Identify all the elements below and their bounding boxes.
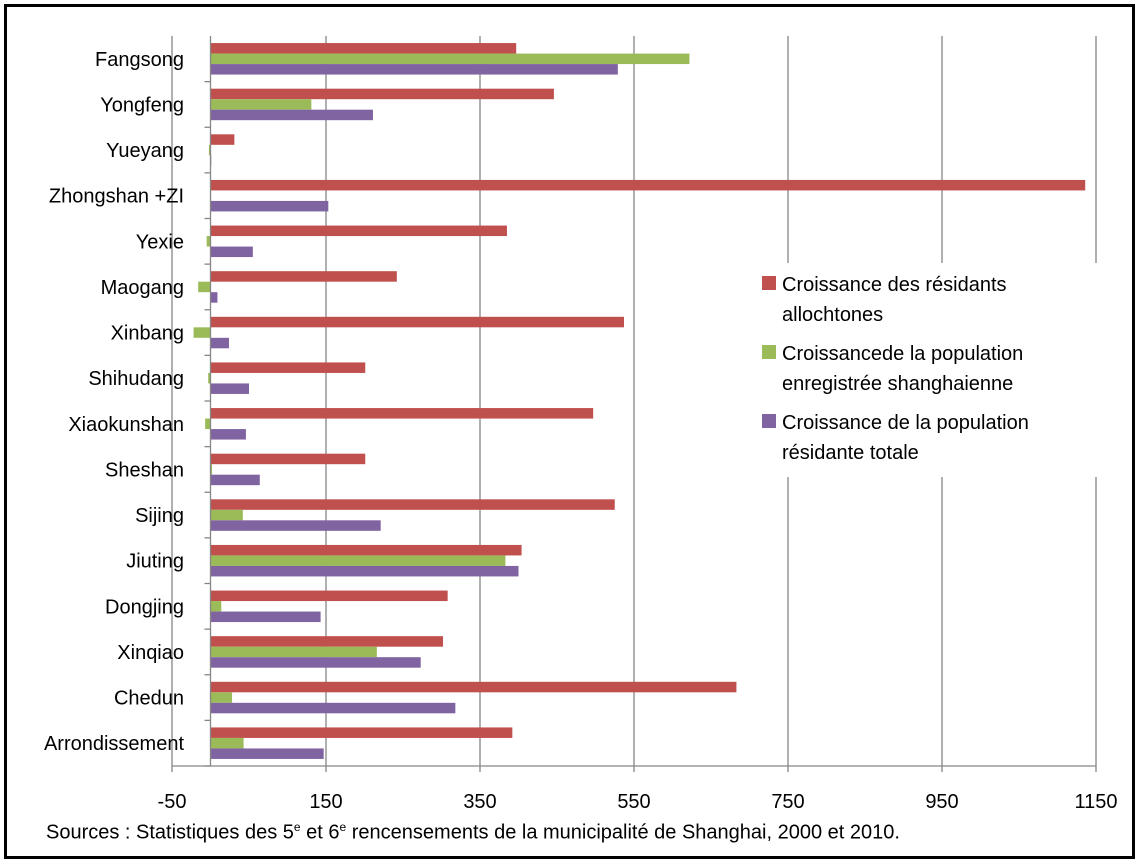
bar	[210, 408, 594, 419]
x-tick-label: 1150	[1074, 791, 1117, 813]
category-label: Yongfeng	[100, 94, 184, 116]
bars	[193, 43, 1086, 759]
category-labels: Arrondissement Chedun Xinqiao Dongjing Jiuti…	[44, 49, 185, 755]
category-label: Zhongshan +ZI	[49, 186, 184, 208]
category-label: Xinqiao	[117, 642, 184, 664]
source-sup-1: e	[293, 820, 301, 834]
bar	[210, 43, 517, 54]
bar	[198, 281, 211, 293]
bar	[210, 636, 444, 647]
bar	[210, 681, 737, 693]
category-label: Jiuting	[126, 551, 184, 573]
bar	[210, 246, 253, 258]
category-label: Xiaokunshan	[68, 414, 184, 436]
bar	[210, 99, 312, 110]
bar	[210, 499, 615, 510]
legend-swatch	[762, 276, 776, 290]
bar	[210, 200, 329, 212]
bar	[210, 474, 260, 486]
category-label: Xinbang	[111, 323, 184, 345]
bar	[210, 337, 229, 349]
legend-label: résidante totale	[782, 442, 919, 464]
x-tick-label: 950	[925, 791, 958, 813]
bar	[210, 737, 244, 749]
bar	[210, 292, 218, 303]
x-tick-label: 150	[309, 791, 342, 813]
x-tick-labels: -50 150 350 550 750 950 1150	[158, 791, 1118, 813]
category-label: Yueyang	[106, 140, 184, 162]
bar	[210, 109, 373, 121]
bar	[210, 464, 213, 475]
source-note: Sources : Statistiques des 5e et 6e renc…	[46, 820, 900, 845]
legend-label: Croissancede la population	[782, 343, 1023, 365]
bar	[210, 590, 448, 602]
source-text-3: rencensements de la municipalité de Shan…	[346, 821, 900, 844]
x-tick-label: 550	[617, 791, 650, 813]
bar	[210, 316, 624, 328]
legend-swatch	[762, 414, 776, 428]
bar	[210, 271, 397, 282]
category-label: Chedun	[114, 688, 184, 710]
category-label: Shihudang	[88, 368, 184, 390]
bar	[210, 383, 249, 394]
bar	[210, 179, 1086, 191]
bar	[210, 509, 243, 521]
bar	[193, 327, 211, 338]
category-label: Sijing	[135, 505, 184, 527]
x-tick-label: -50	[158, 791, 187, 813]
bar	[210, 646, 377, 658]
bar	[210, 520, 381, 531]
bar	[210, 727, 513, 738]
bar	[210, 692, 233, 703]
legend-background	[742, 263, 1112, 477]
bar	[210, 362, 366, 373]
category-label: Yexie	[136, 231, 184, 253]
bar	[210, 657, 421, 668]
legend-label: enregistrée shanghaienne	[782, 373, 1013, 395]
chart-frame	[4, 4, 1135, 859]
bar	[210, 748, 324, 759]
bar	[210, 611, 321, 623]
bar	[210, 601, 222, 612]
source-text-1: Sources : Statistiques des 5	[46, 821, 294, 844]
bar	[210, 555, 506, 566]
legend-label: Croissance des résidants	[782, 274, 1007, 296]
bar	[208, 372, 211, 384]
legend: Croissance des résidants allochtones Crois…	[742, 263, 1112, 477]
bar	[208, 144, 211, 156]
bar	[210, 88, 554, 100]
legend-label: allochtones	[782, 304, 883, 326]
legend-swatch	[762, 345, 776, 359]
category-label: Sheshan	[105, 459, 184, 481]
x-tick-label: 750	[771, 791, 804, 813]
bar	[210, 53, 690, 65]
bar	[206, 236, 211, 247]
bar	[210, 544, 522, 556]
category-label: Fangsong	[95, 49, 184, 71]
legend-label: Croissance de la population	[782, 412, 1029, 434]
axis	[172, 36, 1096, 767]
bar	[210, 64, 618, 75]
category-label: Maogang	[101, 277, 184, 299]
bar	[210, 429, 246, 440]
category-label: Dongjing	[105, 596, 184, 618]
bar	[210, 453, 366, 465]
bar	[210, 225, 507, 237]
source-text-2: et 6	[300, 821, 340, 844]
bar	[210, 134, 235, 145]
category-label: Arrondissement	[44, 733, 185, 755]
bar	[210, 565, 519, 577]
bar	[205, 418, 211, 430]
bar	[210, 702, 456, 714]
x-tick-label: 350	[463, 791, 496, 813]
source-sup-2: e	[339, 820, 347, 834]
